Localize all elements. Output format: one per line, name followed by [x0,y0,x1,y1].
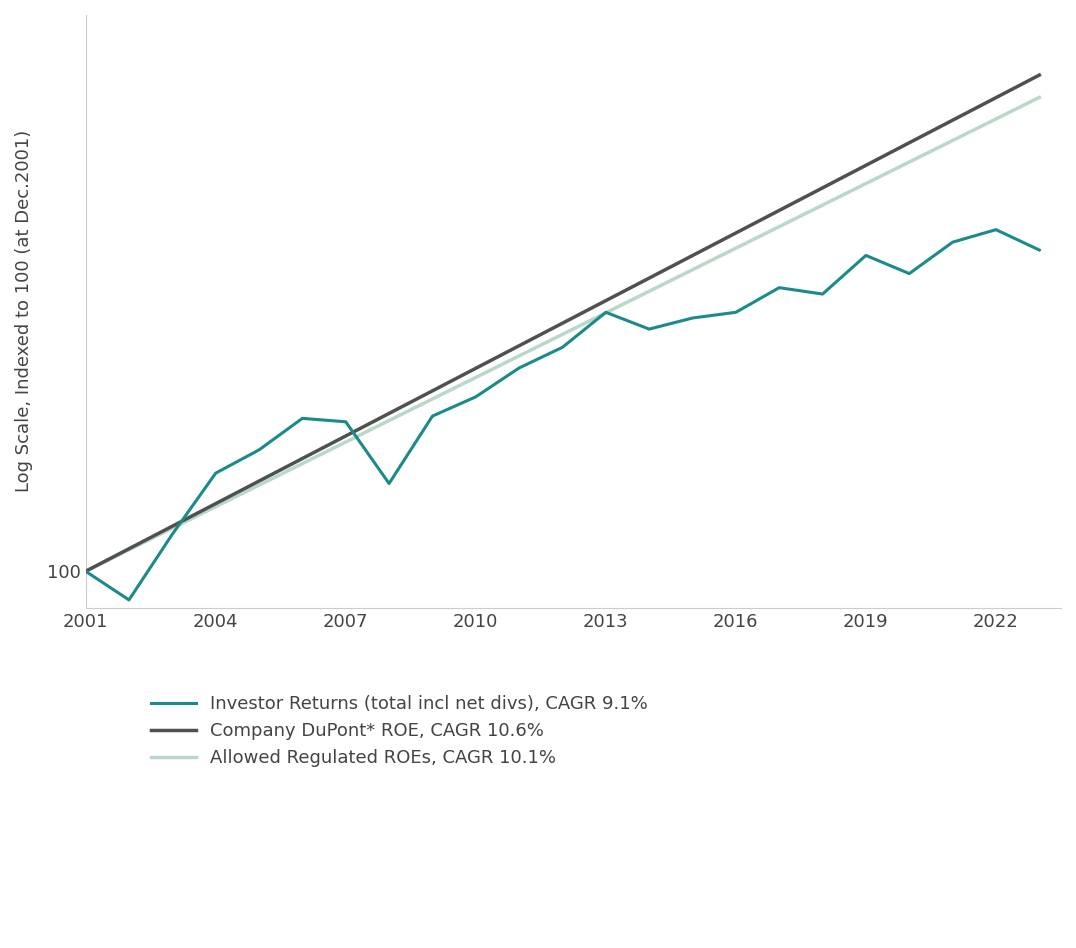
Investor Returns (total incl net divs), CAGR 9.1% [730,306,742,318]
Y-axis label: Log Scale, Indexed to 100 (at Dec.2001): Log Scale, Indexed to 100 (at Dec.2001) [15,130,33,492]
Company DuPont* ROE, CAGR 10.6% [816,182,829,193]
Investor Returns (total incl net divs), CAGR 9.1% [816,288,829,300]
Company DuPont* ROE, CAGR 10.6% [730,228,742,239]
Company DuPont* ROE, CAGR 10.6% [946,115,959,126]
Investor Returns (total incl net divs), CAGR 9.1% [339,416,352,428]
Allowed Regulated ROEs, CAGR 10.1% [599,307,612,319]
Allowed Regulated ROEs, CAGR 10.1% [860,178,873,190]
Allowed Regulated ROEs, CAGR 10.1% [253,480,266,491]
Company DuPont* ROE, CAGR 10.6% [990,92,1003,103]
Investor Returns (total incl net divs), CAGR 9.1% [556,341,569,353]
Company DuPont* ROE, CAGR 10.6% [123,543,136,555]
Company DuPont* ROE, CAGR 10.6% [686,250,699,262]
Company DuPont* ROE, CAGR 10.6% [773,205,785,216]
Allowed Regulated ROEs, CAGR 10.1% [296,458,309,469]
Legend: Investor Returns (total incl net divs), CAGR 9.1%, Company DuPont* ROE, CAGR 10.: Investor Returns (total incl net divs), … [143,688,655,775]
Allowed Regulated ROEs, CAGR 10.1% [903,156,916,168]
Allowed Regulated ROEs, CAGR 10.1% [426,393,439,405]
Allowed Regulated ROEs, CAGR 10.1% [123,544,136,556]
Allowed Regulated ROEs, CAGR 10.1% [686,264,699,276]
Company DuPont* ROE, CAGR 10.6% [209,498,222,509]
Company DuPont* ROE, CAGR 10.6% [469,363,482,374]
Line: Investor Returns (total incl net divs), CAGR 9.1%: Investor Returns (total incl net divs), … [86,229,1039,600]
Allowed Regulated ROEs, CAGR 10.1% [339,436,352,447]
Line: Allowed Regulated ROEs, CAGR 10.1%: Allowed Regulated ROEs, CAGR 10.1% [86,98,1039,572]
Investor Returns (total incl net divs), CAGR 9.1% [599,306,612,318]
Investor Returns (total incl net divs), CAGR 9.1% [209,467,222,479]
Allowed Regulated ROEs, CAGR 10.1% [730,243,742,254]
Allowed Regulated ROEs, CAGR 10.1% [209,501,222,512]
Company DuPont* ROE, CAGR 10.6% [556,318,569,329]
Investor Returns (total incl net divs), CAGR 9.1% [773,282,785,293]
Company DuPont* ROE, CAGR 10.6% [80,566,93,577]
Investor Returns (total incl net divs), CAGR 9.1% [1033,245,1046,256]
Allowed Regulated ROEs, CAGR 10.1% [773,221,785,232]
Company DuPont* ROE, CAGR 10.6% [903,137,916,149]
Allowed Regulated ROEs, CAGR 10.1% [990,113,1003,124]
Investor Returns (total incl net divs), CAGR 9.1% [512,362,525,374]
Investor Returns (total incl net divs), CAGR 9.1% [383,478,396,489]
Company DuPont* ROE, CAGR 10.6% [642,272,655,283]
Allowed Regulated ROEs, CAGR 10.1% [642,285,655,297]
Allowed Regulated ROEs, CAGR 10.1% [469,372,482,383]
Investor Returns (total incl net divs), CAGR 9.1% [426,410,439,422]
Company DuPont* ROE, CAGR 10.6% [426,385,439,396]
Allowed Regulated ROEs, CAGR 10.1% [166,522,179,534]
Company DuPont* ROE, CAGR 10.6% [253,475,266,486]
Company DuPont* ROE, CAGR 10.6% [1033,69,1046,81]
Investor Returns (total incl net divs), CAGR 9.1% [469,392,482,403]
Investor Returns (total incl net divs), CAGR 9.1% [903,268,916,280]
Company DuPont* ROE, CAGR 10.6% [599,295,612,306]
Investor Returns (total incl net divs), CAGR 9.1% [80,566,93,577]
Investor Returns (total incl net divs), CAGR 9.1% [166,529,179,540]
Investor Returns (total incl net divs), CAGR 9.1% [946,236,959,247]
Investor Returns (total incl net divs), CAGR 9.1% [296,412,309,424]
Allowed Regulated ROEs, CAGR 10.1% [512,350,525,361]
Investor Returns (total incl net divs), CAGR 9.1% [642,323,655,335]
Company DuPont* ROE, CAGR 10.6% [383,408,396,419]
Company DuPont* ROE, CAGR 10.6% [166,520,179,532]
Allowed Regulated ROEs, CAGR 10.1% [80,566,93,577]
Investor Returns (total incl net divs), CAGR 9.1% [253,445,266,456]
Allowed Regulated ROEs, CAGR 10.1% [946,135,959,146]
Investor Returns (total incl net divs), CAGR 9.1% [990,224,1003,235]
Allowed Regulated ROEs, CAGR 10.1% [1033,92,1046,103]
Line: Company DuPont* ROE, CAGR 10.6%: Company DuPont* ROE, CAGR 10.6% [86,75,1039,572]
Investor Returns (total incl net divs), CAGR 9.1% [860,249,873,261]
Investor Returns (total incl net divs), CAGR 9.1% [123,594,136,606]
Allowed Regulated ROEs, CAGR 10.1% [816,199,829,210]
Company DuPont* ROE, CAGR 10.6% [339,430,352,442]
Investor Returns (total incl net divs), CAGR 9.1% [686,312,699,323]
Allowed Regulated ROEs, CAGR 10.1% [556,329,569,340]
Company DuPont* ROE, CAGR 10.6% [512,340,525,352]
Company DuPont* ROE, CAGR 10.6% [860,159,873,171]
Company DuPont* ROE, CAGR 10.6% [296,453,309,465]
Allowed Regulated ROEs, CAGR 10.1% [383,415,396,427]
